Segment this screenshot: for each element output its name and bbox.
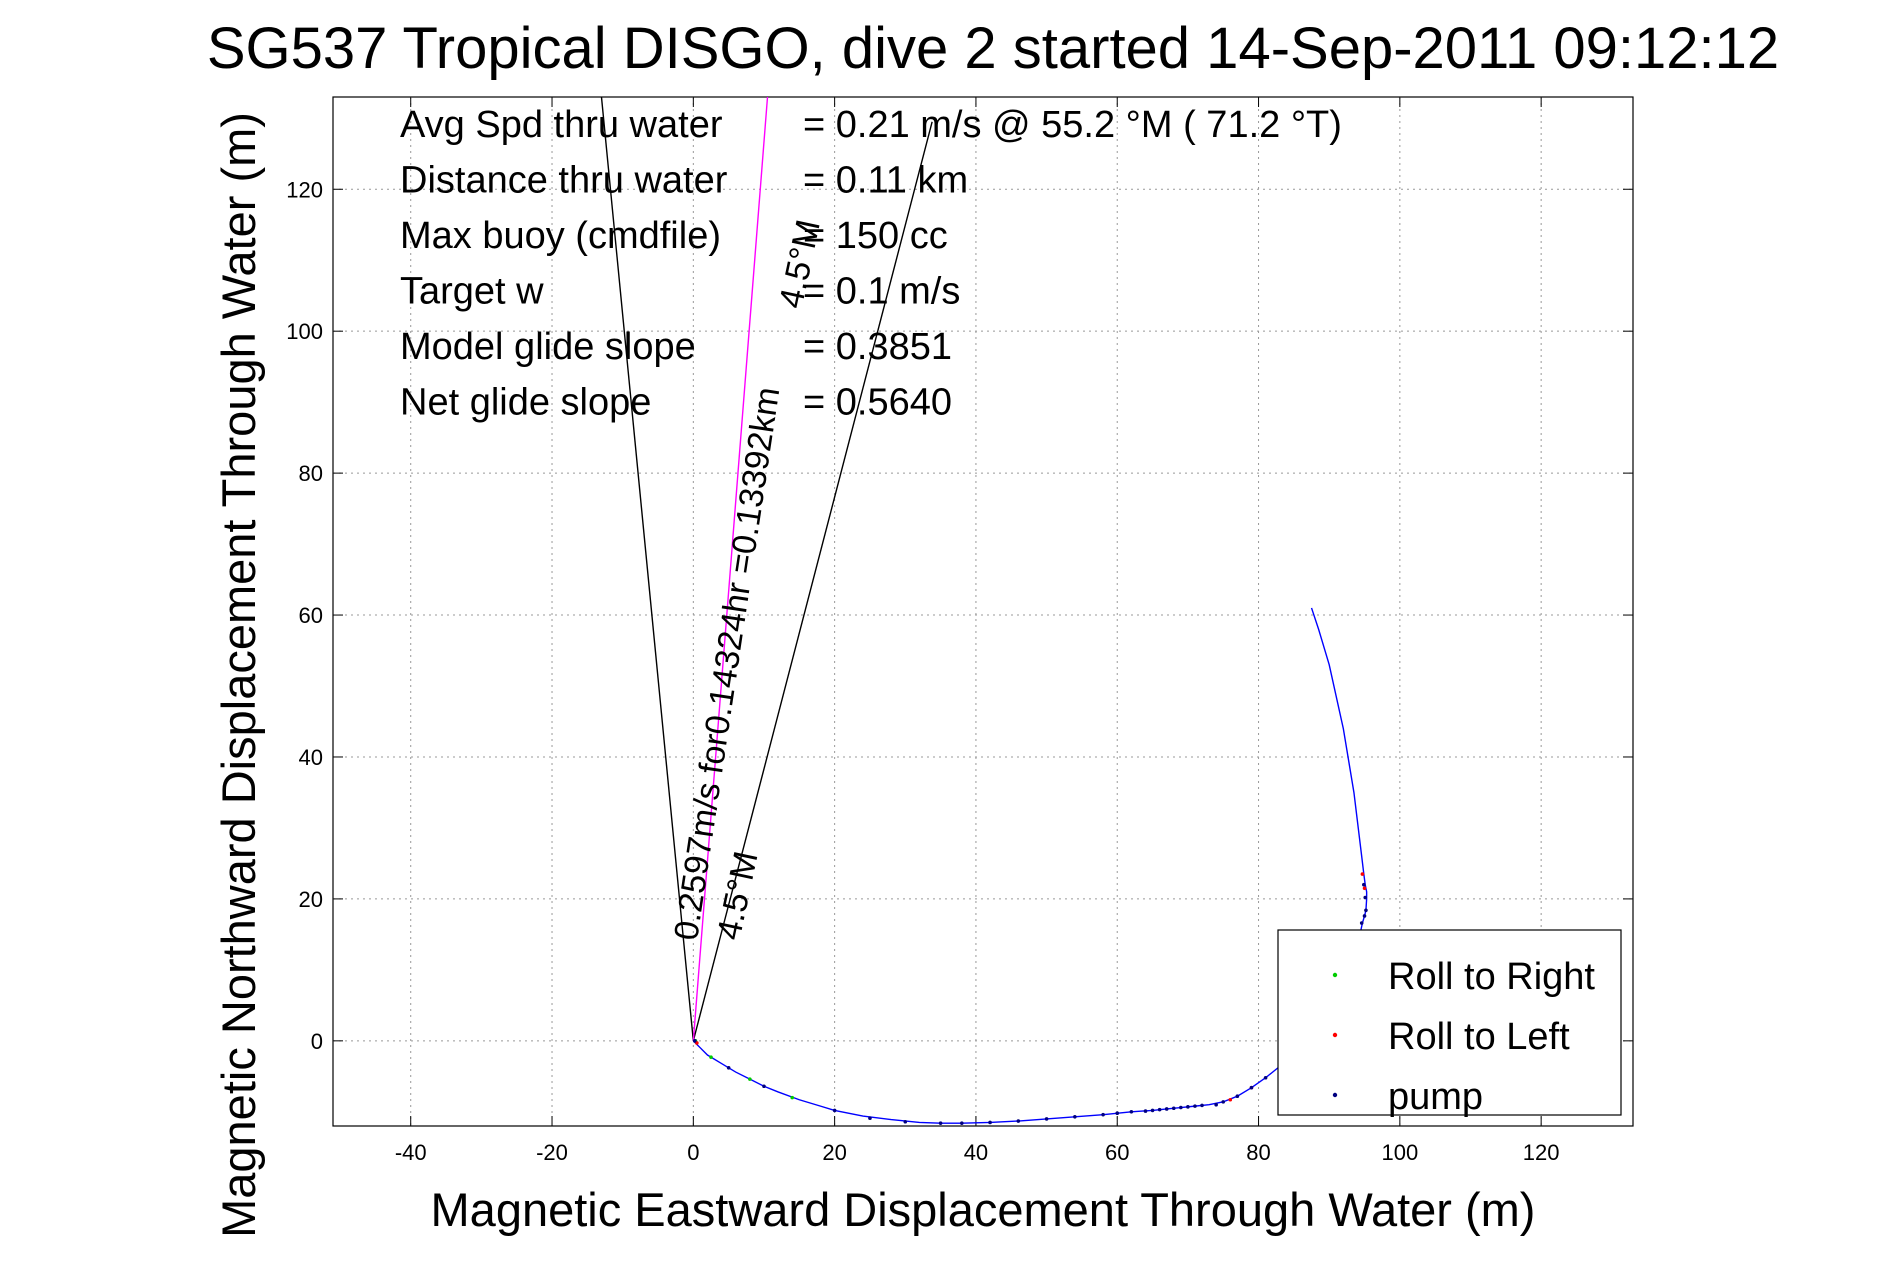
heading-line-right (692, 121, 933, 1042)
chart-title: SG537 Tropical DISGO, dive 2 started 14-… (207, 16, 1779, 81)
x-tick-label: 100 (1381, 1140, 1418, 1165)
point-pump (1129, 1110, 1134, 1114)
point-pump (1362, 882, 1366, 887)
y-tick-label: 100 (286, 319, 323, 344)
x-tick-label: 60 (1105, 1140, 1129, 1165)
grid (333, 97, 1633, 1126)
point-pump (1150, 1108, 1155, 1113)
point-pump (1200, 1103, 1204, 1108)
stats-label: Model glide slope (400, 326, 696, 368)
stats-label: Avg Spd thru water (400, 104, 723, 146)
point-pump (1362, 914, 1367, 918)
chart-markers (692, 872, 1368, 1125)
stats-value: = 0.1 m/s (803, 271, 960, 313)
x-tick-label: 20 (822, 1140, 846, 1165)
stats-value: = 0.21 m/s @ 55.2 °M ( 71.2 °T) (803, 104, 1342, 146)
stats-value: = 0.5640 (803, 382, 952, 424)
legend-marker-pump (1332, 1092, 1338, 1098)
point-pump (692, 1039, 697, 1043)
point-pump (1359, 921, 1364, 925)
point-pump (1193, 1104, 1197, 1108)
point-pump (1186, 1105, 1190, 1109)
point-pump (1171, 1106, 1176, 1111)
stats-label: Net glide slope (400, 382, 651, 424)
point-pump (1143, 1109, 1148, 1113)
stats-value: = 0.11 km (803, 160, 968, 202)
point-pump (1263, 1075, 1268, 1080)
x-tick-label: 0 (687, 1140, 699, 1165)
x-tick-label: -40 (395, 1140, 427, 1165)
point-roll-to-left (1360, 872, 1365, 876)
point-pump (1164, 1107, 1169, 1111)
point-pump (726, 1066, 731, 1070)
y-tick-label: 80 (299, 461, 323, 486)
point-pump (903, 1119, 908, 1124)
x-tick-label: 80 (1246, 1140, 1270, 1165)
point-pump (762, 1084, 766, 1089)
point-pump (988, 1120, 992, 1125)
legend: Roll to Right Roll to Left pump (1277, 929, 1622, 1118)
point-pump (1016, 1119, 1021, 1123)
point-pump (1249, 1085, 1254, 1090)
point-roll-to-right (709, 1055, 713, 1059)
point-roll-to-right (748, 1077, 752, 1081)
legend-label-pump: pump (1388, 1076, 1483, 1118)
legend-marker-roll-to-right (1332, 972, 1338, 978)
point-pump (1364, 908, 1368, 913)
point-pump (1179, 1105, 1183, 1110)
point-pump (868, 1116, 872, 1120)
x-tick-label: 40 (964, 1140, 988, 1165)
y-tick-label: 0 (311, 1029, 323, 1054)
point-pump (832, 1108, 837, 1113)
heading-line-left (600, 96, 695, 1041)
point-pump (1221, 1100, 1226, 1104)
legend-box (1277, 929, 1622, 1116)
legend-marker-roll-to-left (1332, 1032, 1338, 1038)
y-axis-label: Magnetic Northward Displacement Through … (212, 112, 265, 1238)
point-pump (1157, 1107, 1162, 1112)
stats-value: = 0.3851 (803, 326, 952, 368)
x-axis-label: Magnetic Eastward Displacement Through W… (431, 1183, 1536, 1236)
stats-label: Max buoy (cmdfile) (400, 215, 721, 257)
legend-label-roll-to-right: Roll to Right (1388, 956, 1595, 998)
point-pump (1044, 1117, 1049, 1121)
point-pump (1363, 895, 1368, 900)
point-pump (1073, 1114, 1077, 1119)
point-roll-to-left (1228, 1097, 1233, 1102)
point-pump (1101, 1112, 1105, 1117)
point-pump (1115, 1111, 1120, 1116)
legend-label-roll-to-left: Roll to Left (1388, 1016, 1570, 1058)
stats-label: Distance thru water (400, 160, 728, 202)
y-tick-label: 60 (299, 603, 323, 628)
stats-value: = 150 cc (803, 215, 948, 257)
point-pump (1235, 1094, 1240, 1098)
point-roll-to-right (790, 1095, 795, 1100)
stats-label: Target w (400, 271, 544, 313)
point-roll-to-left (1362, 886, 1367, 891)
x-tick-label: -20 (536, 1140, 568, 1165)
predicted-track-line (692, 96, 769, 1041)
point-pump (960, 1121, 964, 1125)
y-tick-label: 40 (299, 745, 323, 770)
point-pump (1214, 1102, 1218, 1107)
y-tick-label: 120 (286, 177, 323, 202)
stats-block: Avg Spd thru water = 0.21 m/s @ 55.2 °M (… (400, 104, 1342, 424)
y-tick-label: 20 (299, 887, 323, 912)
axis-ticks: -40 -20 0 20 40 60 80 100 120 0 20 40 60 80 100 120 (286, 97, 1633, 1165)
x-tick-label: 120 (1523, 1140, 1560, 1165)
point-pump (938, 1121, 943, 1125)
